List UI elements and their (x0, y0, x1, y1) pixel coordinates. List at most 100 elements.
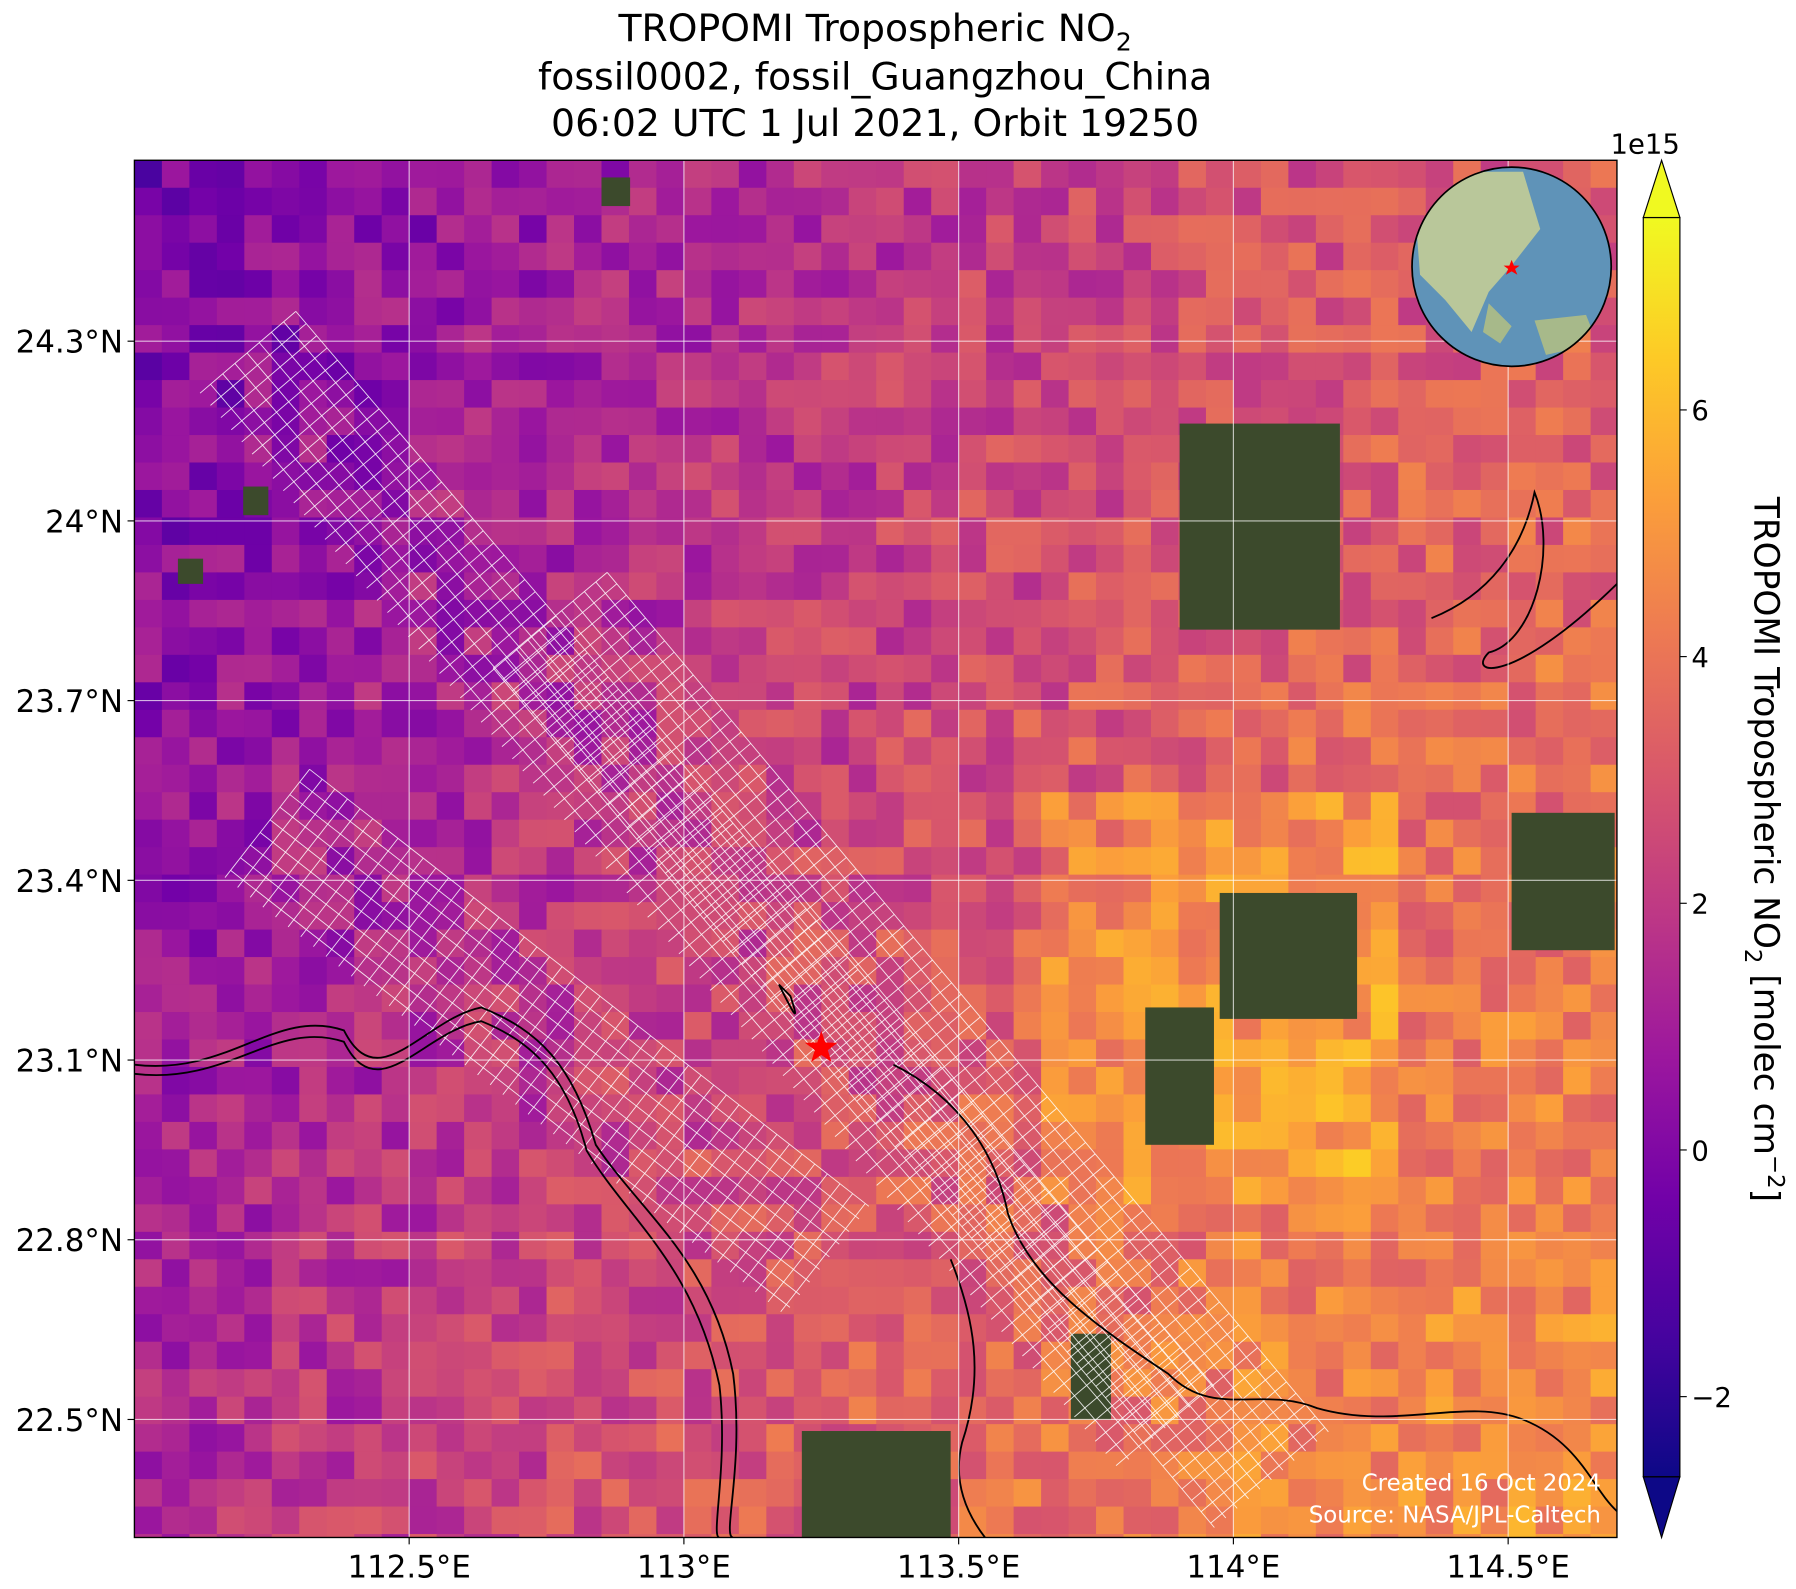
pixel (903, 544, 932, 573)
pixel (519, 902, 548, 931)
pixel (1260, 215, 1289, 244)
pixel (766, 654, 795, 683)
pixel (1096, 764, 1125, 793)
pixel (738, 1451, 767, 1480)
pixel (1315, 1094, 1344, 1123)
pixel (1453, 1176, 1482, 1205)
pixel (876, 627, 905, 656)
pixel (1370, 929, 1399, 958)
pixel (1315, 1259, 1344, 1288)
pixel (354, 847, 383, 876)
pixel (326, 709, 355, 738)
pixel (876, 957, 905, 986)
pixel (848, 737, 877, 766)
pixel (519, 462, 548, 491)
plume-line (741, 944, 838, 1028)
pixel (1453, 1204, 1482, 1233)
pixel (1068, 1534, 1097, 1538)
pixel (409, 1286, 438, 1315)
pixel (1233, 1204, 1262, 1233)
pixel (821, 819, 850, 848)
pixel (1590, 1149, 1617, 1178)
pixel (354, 297, 383, 326)
pixel (326, 599, 355, 628)
pixel (1151, 352, 1180, 381)
pixel (1205, 764, 1235, 793)
pixel (326, 1204, 355, 1233)
pixel (354, 325, 383, 354)
plume-line (220, 335, 317, 418)
pixel (931, 1396, 960, 1425)
pixel (1288, 1451, 1317, 1480)
pixel (1590, 627, 1617, 656)
globe-land (1412, 171, 1541, 332)
pixel (216, 1204, 245, 1233)
pixel (134, 627, 163, 656)
pixel (381, 1286, 410, 1315)
pixel (1205, 819, 1235, 848)
pixel (683, 517, 712, 546)
pixel (189, 297, 218, 326)
pixel (1068, 599, 1097, 628)
plume-line (355, 493, 453, 577)
pixel (1535, 1066, 1564, 1096)
pixel (326, 517, 355, 546)
pixel (958, 517, 987, 546)
pixel (711, 270, 740, 299)
pixel (1096, 1121, 1125, 1150)
plume-line (313, 838, 399, 947)
pixel (1425, 1506, 1454, 1535)
pixel (464, 1094, 493, 1123)
pixel (1068, 325, 1097, 354)
pixel (986, 187, 1015, 216)
pixel (876, 599, 905, 628)
pixel (161, 929, 190, 958)
pixel (299, 1094, 328, 1123)
pixel (1398, 187, 1427, 216)
pixel (1096, 1259, 1125, 1288)
pixel (161, 984, 190, 1013)
pixel (1398, 1396, 1427, 1425)
pixel (381, 1451, 410, 1480)
plume-line (477, 966, 563, 1076)
pixel (271, 1121, 300, 1150)
pixel (876, 709, 905, 738)
pixel (958, 242, 987, 271)
pixel (161, 1479, 190, 1508)
pixel (161, 627, 190, 656)
pixel (1398, 874, 1427, 903)
pixel (1563, 1204, 1592, 1233)
plume-line (251, 371, 349, 455)
pixel (354, 462, 383, 491)
pixel (519, 1451, 548, 1480)
pixel (986, 737, 1015, 766)
pixel (464, 517, 493, 546)
plume-line (309, 768, 870, 1207)
pixel (1590, 709, 1617, 738)
pixel (134, 435, 163, 464)
pixel (1343, 1369, 1372, 1398)
pixel (738, 242, 767, 271)
pixel (189, 847, 218, 876)
pixel (271, 984, 300, 1013)
pixel (189, 160, 218, 189)
plume-line (549, 619, 1272, 1480)
pixel (216, 297, 245, 326)
pixel (1590, 1506, 1617, 1535)
y-tick-label: 23.1°N (16, 1043, 123, 1079)
pixel (1041, 544, 1070, 573)
pixel (1260, 627, 1289, 656)
pixel (683, 187, 712, 216)
pixel (1123, 1534, 1152, 1538)
pixel (1315, 325, 1344, 354)
pixel (216, 1149, 245, 1178)
plume-line (813, 1030, 911, 1113)
pixel (601, 902, 630, 931)
pixel (1508, 1121, 1537, 1150)
pixel (848, 627, 877, 656)
pixel (793, 1286, 822, 1315)
pixel (381, 1534, 410, 1538)
plume-line (564, 737, 661, 821)
pixel (216, 709, 245, 738)
plume-line (761, 969, 859, 1052)
